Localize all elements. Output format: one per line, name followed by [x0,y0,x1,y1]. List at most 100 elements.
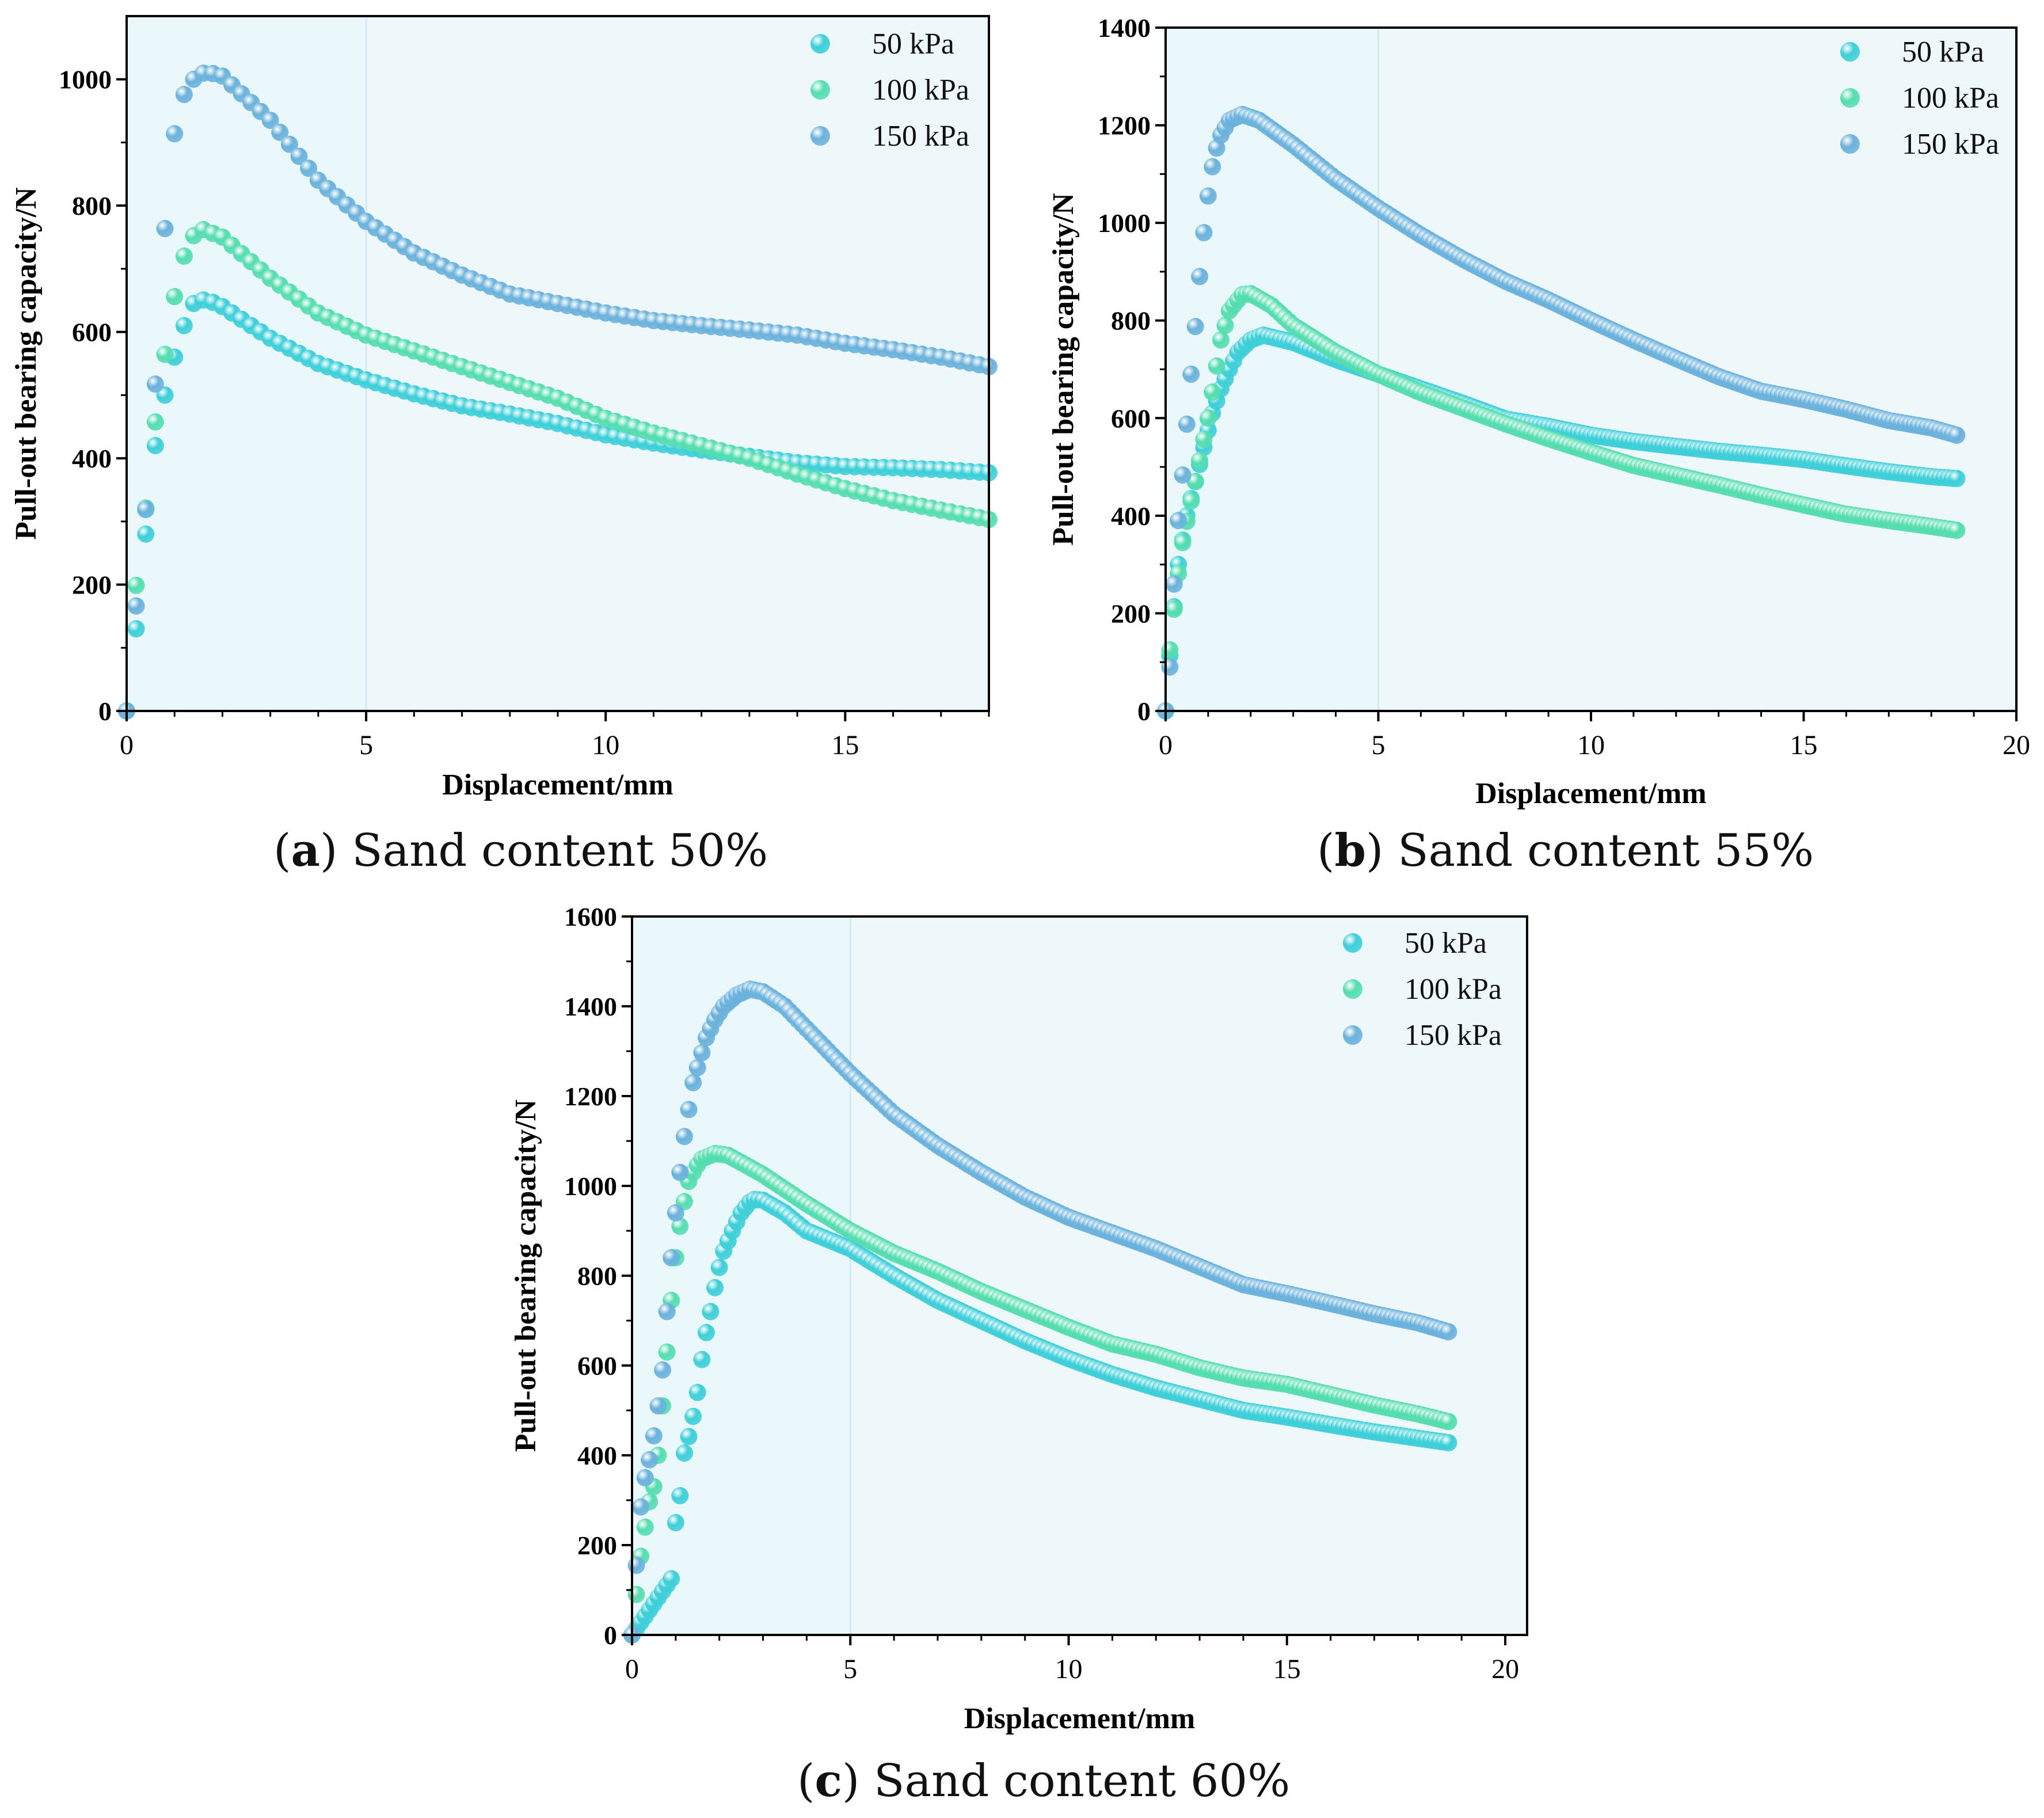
data-point [671,1218,689,1235]
data-point [127,620,145,638]
y-tick-label: 600 [1111,404,1151,433]
x-tick-label: 15 [1790,730,1818,760]
data-point [1191,268,1209,286]
y-tick-label: 200 [72,570,112,600]
data-point [1195,224,1213,242]
x-axis-title: Displacement/mm [964,1702,1195,1735]
x-tick-label: 10 [1577,730,1605,760]
panel-letter-b: b [1334,824,1366,877]
x-axis-title: Displacement/mm [1475,777,1706,810]
panel-letter-c: c [814,1755,842,1807]
data-point [645,1427,663,1445]
legend-label: 50 kPa [1404,927,1487,960]
data-point [1186,318,1204,336]
y-tick-label: 200 [1111,599,1151,628]
data-point [1948,470,1966,488]
data-point [1182,492,1200,510]
y-tick-label: 600 [72,318,112,347]
data-point [676,1128,693,1146]
y-tick-label: 1200 [1098,111,1151,140]
data-point [1216,317,1234,334]
x-tick-label: 0 [625,1654,639,1684]
y-tick-label: 800 [72,191,112,220]
data-point [156,345,174,363]
data-point [654,1361,672,1379]
x-tick-label: 0 [120,730,134,760]
chart-panel-b: 0 5 10 15 200200400600800100012001400Displac… [1047,13,2030,810]
legend-label: 50 kPa [872,28,954,60]
data-point [127,597,145,615]
data-point [658,1303,676,1321]
legend-label: 100 kPa [872,74,969,107]
data-point [1165,575,1183,593]
data-point [1165,600,1183,618]
data-point [1440,1323,1457,1341]
panel-caption-a: (a) Sand content 50% [273,824,768,877]
data-point [658,1343,676,1361]
data-point [271,123,289,141]
x-tick-label: 0 [1159,730,1173,760]
data-point [1948,427,1966,444]
data-point [137,525,155,543]
legend-marker [1343,933,1362,953]
data-point [166,288,184,306]
data-point [671,1163,689,1181]
y-tick-label: 1000 [1098,208,1151,238]
data-point [684,1074,702,1091]
data-point [146,375,164,393]
data-point [175,317,193,334]
data-point [1174,534,1192,552]
legend: 50 kPa 100 kPa 150 kPa [1343,927,1502,1052]
data-point [632,1498,650,1516]
y-tick-label: 1000 [59,65,112,94]
legend: 50 kPa 100 kPa 150 kPa [1840,36,1999,161]
y-tick-label: 1400 [1098,13,1151,43]
x-tick-label: 5 [1372,730,1385,760]
legend-marker [810,34,830,54]
data-point [684,1408,702,1425]
legend-label: 50 kPa [1902,36,1984,69]
legend-marker [810,80,830,100]
data-point [1948,522,1966,539]
chart-panel-c: 0 5 10 15 2002004006008001000120014001600Dis… [509,902,1528,1735]
y-tick-label: 1600 [564,902,617,931]
y-tick-label: 0 [604,1621,617,1650]
series-100-kpa [623,1144,1457,1644]
data-point [688,1383,706,1401]
data-point [1161,658,1179,676]
data-point [693,1044,711,1062]
data-point [1208,357,1225,375]
legend-label: 100 kPa [1902,82,1999,115]
y-tick-label: 1000 [564,1172,617,1201]
legend-marker [1840,134,1860,154]
data-point [667,1514,684,1531]
y-tick-label: 0 [98,697,112,726]
data-point [146,437,164,455]
data-point [1440,1434,1457,1452]
data-point [1204,383,1221,401]
y-tick-label: 800 [577,1261,617,1291]
data-point [261,112,279,129]
legend-label: 150 kPa [872,120,969,153]
data-point [641,1451,659,1469]
y-axis-title: Pull-out bearing capacity/N [509,1100,542,1452]
data-point [1161,641,1179,659]
data-point [693,1351,711,1368]
data-point [636,1518,654,1536]
panel-caption-b-text: Sand content 55% [1383,825,1814,877]
y-tick-label: 200 [577,1531,617,1560]
plot-background-left-band [632,916,851,1635]
data-point [1195,431,1213,448]
y-tick-label: 1400 [564,992,617,1021]
data-point [1204,158,1221,176]
series-100-kpa [1157,285,1966,720]
y-tick-label: 600 [577,1351,617,1380]
data-point [698,1323,715,1341]
data-point [636,1469,654,1486]
data-point [680,1428,698,1446]
data-point [146,413,164,431]
data-point [1199,409,1217,427]
data-point [1174,466,1192,484]
y-tick-label: 1200 [564,1082,617,1111]
